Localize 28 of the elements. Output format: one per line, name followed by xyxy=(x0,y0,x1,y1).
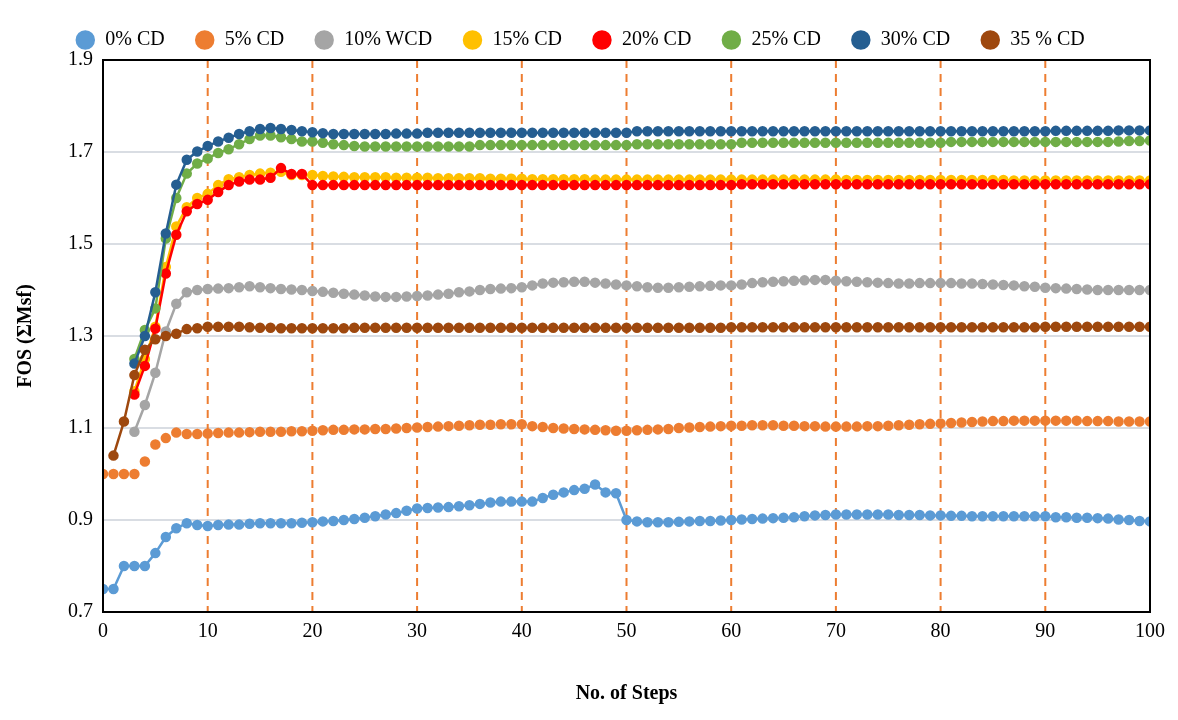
x-tick-label: 0 xyxy=(98,619,108,642)
x-tick-label: 70 xyxy=(825,619,846,642)
legend-label: 30% CD xyxy=(880,27,951,50)
y-tick-label: 1.7 xyxy=(68,139,93,162)
y-tick-label: 1.3 xyxy=(68,323,93,346)
legend-label: 35 % CD xyxy=(1010,27,1085,50)
x-tick-label: 20 xyxy=(302,619,323,642)
y-tick-label: 1.9 xyxy=(68,47,93,70)
legend-label: 20% CD xyxy=(621,27,692,50)
x-tick-label: 30 xyxy=(407,619,428,642)
x-tick-label: 80 xyxy=(930,619,951,642)
legend-label: 10% WCD xyxy=(344,27,433,50)
y-tick-label: 0.9 xyxy=(68,507,93,530)
y-tick-label: 0.7 xyxy=(68,599,93,622)
x-tick-label: 10 xyxy=(197,619,218,642)
x-tick-label: 90 xyxy=(1035,619,1056,642)
y-tick-label: 1.1 xyxy=(68,415,93,438)
legend-label: 5% CD xyxy=(224,27,285,50)
legend-label: 15% CD xyxy=(492,27,562,50)
x-axis-title: No. of Steps xyxy=(575,681,678,705)
x-tick-label: 40 xyxy=(511,619,532,642)
x-tick-label: 50 xyxy=(616,619,637,642)
legend-label: 25% CD xyxy=(751,27,821,50)
y-tick-label: 1.5 xyxy=(68,231,93,254)
y-axis-title: FOS (ΣMsf) xyxy=(13,284,37,388)
legend-label: 0% CD xyxy=(105,27,165,50)
x-tick-label: 100 xyxy=(1135,619,1165,642)
x-tick-label: 60 xyxy=(721,619,742,642)
